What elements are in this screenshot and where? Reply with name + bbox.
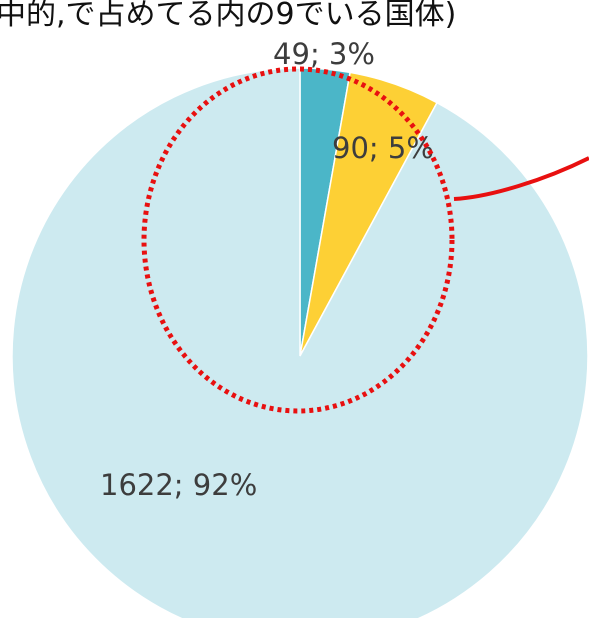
pie-slices: [11, 67, 589, 618]
slice-label-2: 90; 5%: [332, 131, 434, 165]
pie-slice-3: [11, 67, 589, 618]
highlight-dotted-ellipse: [141, 66, 455, 414]
slice-label-3: 1622; 92%: [100, 468, 257, 502]
annotation-connector-line: [453, 156, 589, 201]
header-fragment-text: 中的,で占めてる内の9でいる国体): [0, 0, 456, 32]
slice-label-1: 49; 3%: [273, 37, 375, 71]
